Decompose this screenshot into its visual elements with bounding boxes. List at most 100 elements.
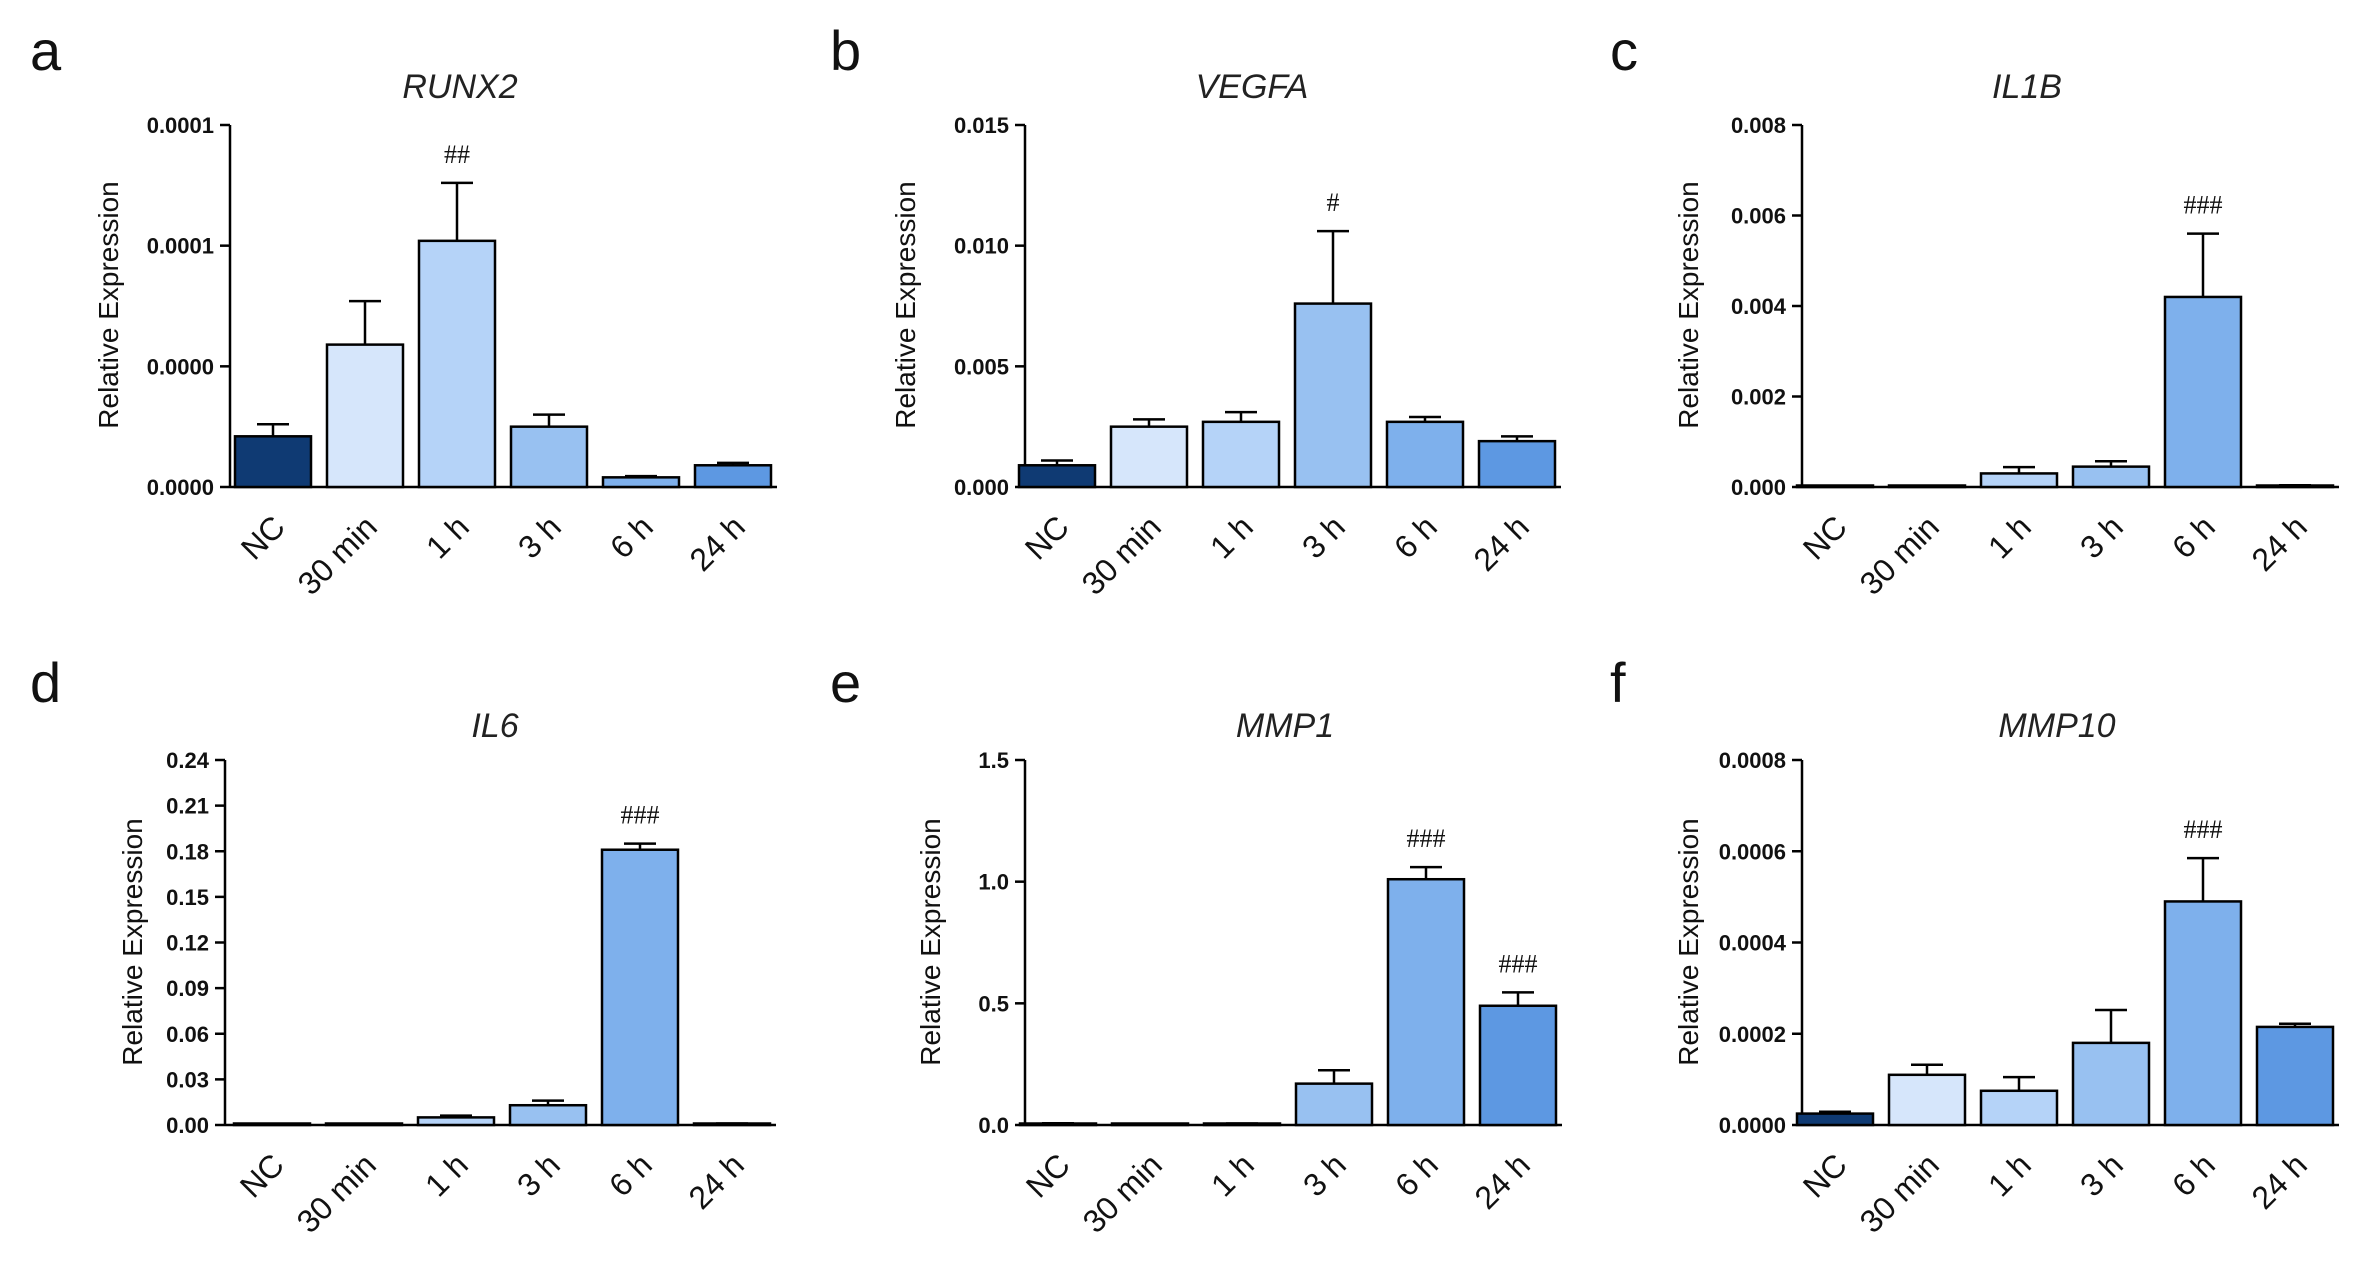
- chart-panel-c: c IL1B Relative Expression 0.000 0.002 0.004 0…: [1610, 19, 2339, 602]
- bar: [1887, 1073, 1967, 1127]
- x-tick-label: 3 h: [2073, 508, 2130, 565]
- y-axis-label: Relative Expression: [1673, 181, 1704, 428]
- y-tick-label: 0.008: [1731, 113, 1786, 138]
- x-tick-label: 3 h: [510, 1146, 567, 1203]
- chart-title: IL1B: [1992, 68, 2062, 106]
- x-tick-label: 24 h: [2244, 508, 2313, 577]
- y-tick-label: 0.0001: [147, 234, 214, 259]
- x-tick-label: 30 min: [1853, 508, 1946, 601]
- x-tick-label: 6 h: [602, 1146, 659, 1203]
- x-tick-label: 6 h: [2165, 1146, 2222, 1203]
- x-tick-label: 1 h: [1981, 508, 2038, 565]
- y-axis-label: Relative Expression: [915, 818, 946, 1065]
- x-tick-label: 30 min: [1075, 508, 1168, 601]
- x-tick-label: 30 min: [291, 508, 384, 601]
- x-tick-label: 1 h: [1981, 1146, 2038, 1203]
- bar: [1478, 1004, 1558, 1127]
- y-tick-label: 0.0000: [147, 354, 214, 379]
- y-tick-label: 0.015: [954, 113, 1009, 138]
- bar: [1979, 1089, 2059, 1127]
- x-tick-label: 30 min: [1853, 1146, 1946, 1239]
- bar: [233, 435, 313, 489]
- y-tick-label: 0.18: [166, 839, 209, 864]
- y-axis-label: Relative Expression: [1673, 818, 1704, 1065]
- x-tick-label: NC: [1019, 1146, 1077, 1204]
- x-tick-label: 3 h: [1295, 508, 1352, 565]
- bar: [509, 425, 589, 489]
- significance-label: ###: [2184, 191, 2223, 220]
- x-tick-label: NC: [1796, 1146, 1854, 1204]
- y-tick-label: 0.0004: [1719, 931, 1787, 956]
- x-tick-label: 24 h: [682, 508, 751, 577]
- chart-title: MMP1: [1236, 707, 1334, 745]
- y-tick-label: 0.12: [166, 931, 209, 956]
- bar: [508, 1103, 588, 1127]
- y-tick-label: 0.002: [1731, 385, 1786, 410]
- x-tick-label: 1 h: [1204, 1146, 1261, 1203]
- panel-letter: d: [30, 651, 61, 714]
- bar: [2071, 1041, 2151, 1127]
- x-tick-label: 3 h: [511, 508, 568, 565]
- x-tick-label: 30 min: [1076, 1146, 1169, 1239]
- bar: [601, 476, 681, 489]
- x-tick-label: 6 h: [2165, 508, 2222, 565]
- y-tick-label: 0.21: [166, 794, 209, 819]
- bar: [1109, 425, 1189, 489]
- y-tick-label: 0.0: [978, 1113, 1009, 1138]
- bar: [2163, 900, 2243, 1127]
- bar: [1795, 1112, 1875, 1127]
- bar: [1385, 420, 1465, 489]
- bar: [1201, 420, 1281, 489]
- y-tick-label: 0.010: [954, 234, 1009, 259]
- y-tick-label: 0.000: [954, 475, 1009, 500]
- bar: [1979, 472, 2059, 489]
- bar: [417, 239, 497, 489]
- significance-label: #: [1327, 188, 1340, 217]
- significance-label: ##: [444, 140, 470, 169]
- y-tick-label: 0.0001: [147, 113, 214, 138]
- chart-title: VEGFA: [1196, 68, 1309, 106]
- y-tick-label: 0.0000: [1719, 1113, 1786, 1138]
- x-tick-label: 3 h: [1296, 1146, 1353, 1203]
- x-tick-label: 1 h: [419, 508, 476, 565]
- bar: [2255, 1025, 2335, 1127]
- chart-panel-b: b VEGFA Relative Expression 0.000 0.005 0.010…: [830, 19, 1561, 602]
- bar: [1293, 302, 1373, 489]
- panel-letter: e: [830, 651, 861, 714]
- chart-panel-e: e MMP1 Relative Expression 0.0 0.5 1.0 1.5 NC30…: [830, 651, 1562, 1240]
- panel-letter: c: [1610, 19, 1638, 82]
- y-tick-label: 0.00: [166, 1113, 209, 1138]
- chart-title: MMP10: [1998, 707, 2115, 745]
- bar: [325, 343, 405, 489]
- y-tick-label: 0.0008: [1719, 748, 1786, 773]
- y-tick-label: 0.15: [166, 885, 209, 910]
- y-tick-label: 0.5: [978, 991, 1009, 1016]
- x-tick-label: NC: [234, 508, 292, 566]
- bar: [1017, 464, 1097, 489]
- panel-letter: b: [830, 19, 861, 82]
- x-tick-label: NC: [1796, 508, 1854, 566]
- x-tick-label: 30 min: [290, 1146, 383, 1239]
- y-tick-label: 1.0: [978, 870, 1009, 895]
- bar: [600, 848, 680, 1127]
- bar: [1477, 439, 1557, 489]
- x-tick-label: 6 h: [1388, 1146, 1445, 1203]
- x-tick-label: 24 h: [1466, 508, 1535, 577]
- bar: [1294, 1082, 1374, 1127]
- panel-letter: a: [30, 19, 62, 82]
- y-tick-label: 0.004: [1731, 294, 1787, 319]
- x-tick-label: 1 h: [418, 1146, 475, 1203]
- chart-title: RUNX2: [402, 68, 517, 106]
- x-tick-label: 24 h: [1467, 1146, 1536, 1215]
- y-tick-label: 0.09: [166, 976, 209, 1001]
- chart-panel-d: d IL6 Relative Expression 0.00 0.03 0.06 0.09 0…: [30, 651, 776, 1240]
- significance-label: ###: [621, 801, 660, 830]
- y-tick-label: 0.0002: [1719, 1022, 1786, 1047]
- y-tick-label: 0.000: [1731, 475, 1786, 500]
- bar: [416, 1116, 496, 1127]
- y-tick-label: 0.006: [1731, 204, 1786, 229]
- significance-label: ###: [1407, 824, 1446, 853]
- x-tick-label: NC: [1018, 508, 1076, 566]
- bar: [2071, 465, 2151, 489]
